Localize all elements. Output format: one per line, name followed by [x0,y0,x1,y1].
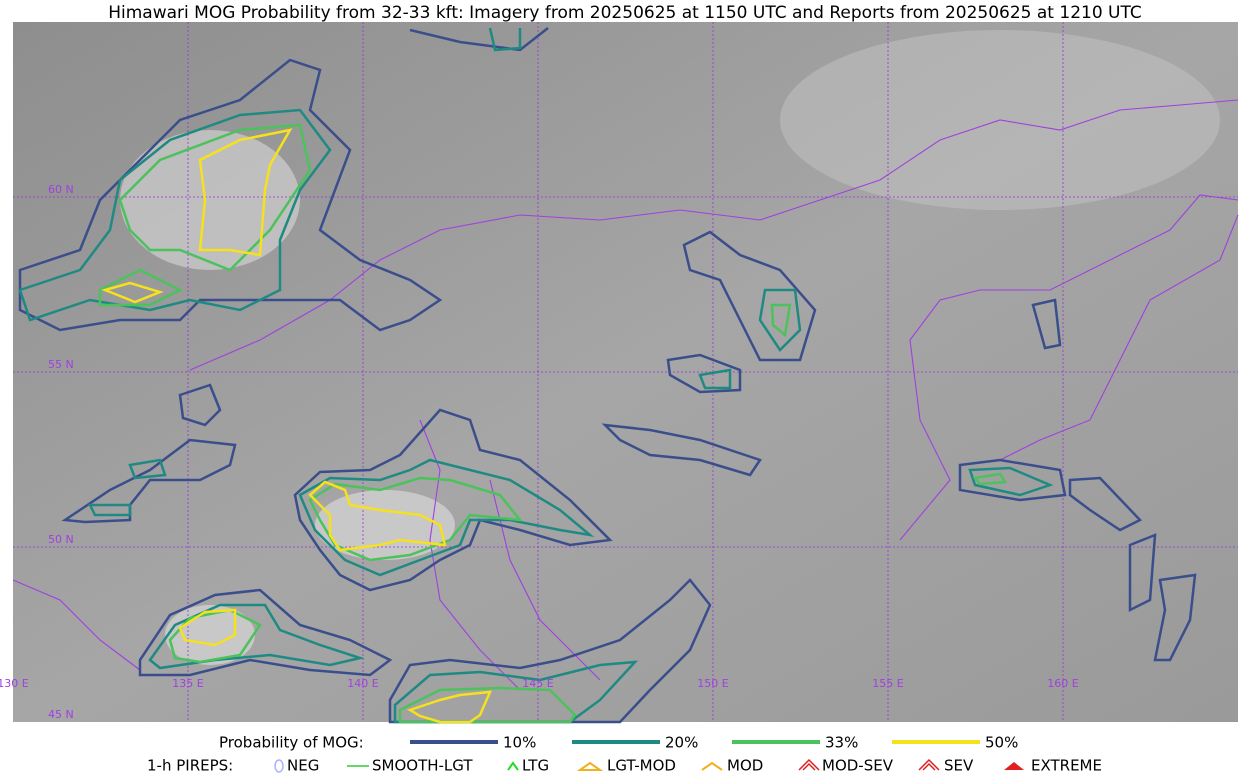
legend: Probability of MOG: 1-h PIREPS: 10% 20% 33… [147,734,1102,775]
title: Himawari MOG Probability from 32-33 kft:… [108,3,1142,23]
legend-entry: 33% [825,734,858,752]
legend-entry: 20% [665,734,698,752]
legend-label: Probability of MOG: [219,734,364,752]
lon-label: 145 E [522,677,553,690]
map: 60 N 55 N 50 N 45 N 130 E 135 E 140 E 14… [0,22,1239,724]
lat-label: 60 N [48,183,74,196]
pireps-label: 1-h PIREPS: [147,757,233,775]
pirep-entry: SMOOTH-LGT [372,757,473,775]
pirep-entry: NEG [287,757,319,775]
lat-label: 50 N [48,533,74,546]
contours [18,27,1197,724]
lon-label: 135 E [172,677,203,690]
pirep-entry: LGT-MOD [607,757,676,775]
grid-lines [13,22,1238,722]
lon-label: 140 E [347,677,378,690]
pirep-entry: MOD-SEV [822,757,894,775]
lon-label: 150 E [697,677,728,690]
lon-label: 155 E [872,677,903,690]
legend-entry: 50% [985,734,1018,752]
legend-entry: 10% [503,734,536,752]
pirep-entry: MOD [727,757,763,775]
lat-label: 45 N [48,708,74,721]
lon-label: 130 E [0,677,29,690]
lon-label: 160 E [1047,677,1078,690]
pirep-entry: LTG [522,757,549,775]
pirep-entry: EXTREME [1031,757,1102,775]
lat-label: 55 N [48,358,74,371]
pirep-entry: SEV [944,757,974,775]
